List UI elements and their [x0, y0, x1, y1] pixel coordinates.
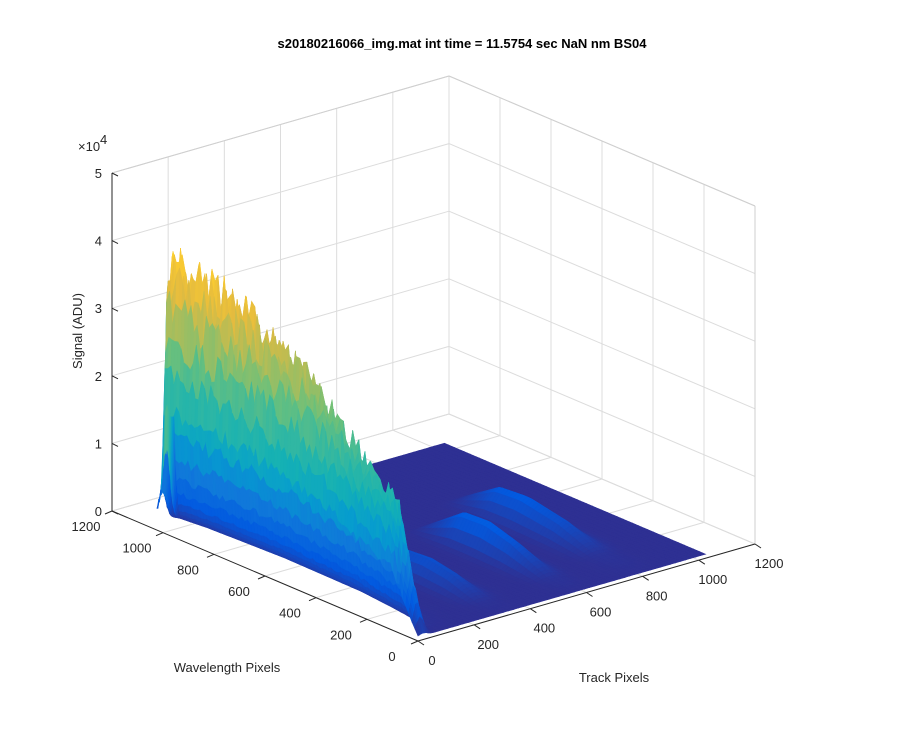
box-edge: [448, 75, 756, 207]
side-wall-gridline: [448, 143, 756, 275]
side-wall-gridline: [448, 278, 756, 410]
back-wall-gridline: [111, 143, 450, 242]
side-wall-gridline: [448, 210, 756, 342]
box-edge: [111, 75, 450, 174]
side-wall-gridline: [448, 345, 756, 477]
surface-layer: [156, 248, 707, 637]
